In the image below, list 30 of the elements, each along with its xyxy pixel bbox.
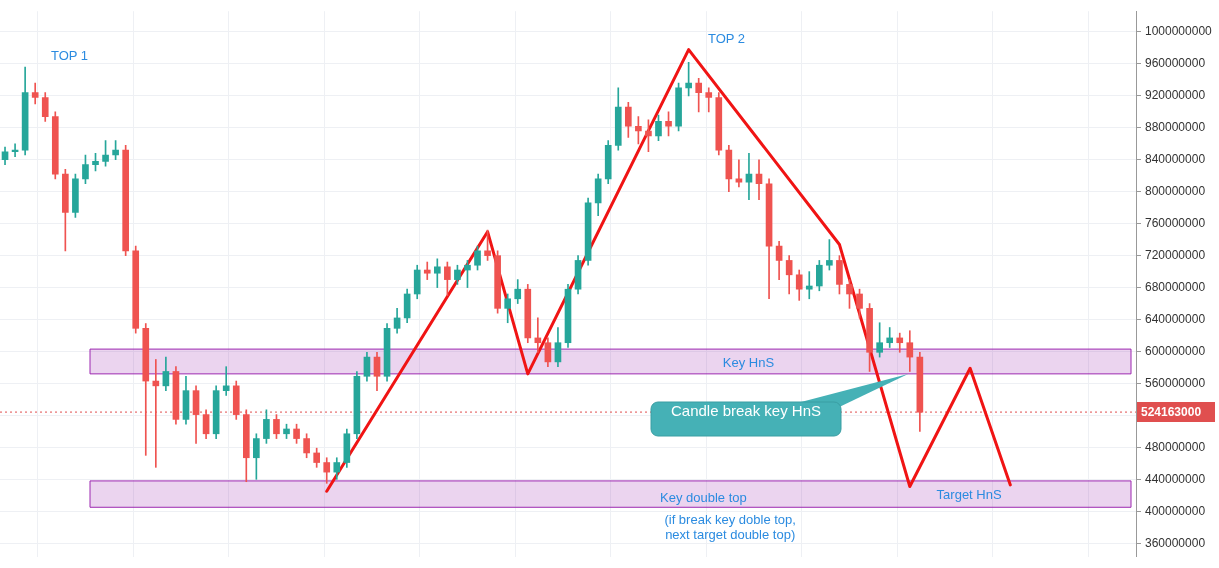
annotation: Candle break key HnS [651,402,842,437]
annotation: Key double top [660,490,747,506]
y-tick-label: 920000000 [1145,88,1206,103]
y-tick-label: 400000000 [1145,503,1206,518]
y-tick-label: 840000000 [1145,152,1206,167]
y-tick-label: 640000000 [1145,311,1206,326]
y-tick-label: 480000000 [1145,439,1206,454]
candlestick [222,366,230,396]
y-tick-label: 600000000 [1145,343,1206,358]
annotation: TOP 2 [707,31,746,47]
y-tick-label: 800000000 [1145,184,1206,199]
y-tick-label: 1000000000 [1145,24,1213,39]
y-tick-label: 880000000 [1145,120,1206,135]
y-tick-label: 560000000 [1145,375,1206,390]
candlestick [805,271,813,300]
y-tick-label: 960000000 [1145,56,1206,71]
candlestick [152,359,160,468]
y-tick-label: 680000000 [1145,279,1206,294]
ref-line-label: 524163000 [1141,405,1202,420]
y-tick-label: 720000000 [1145,247,1206,262]
candlestick [423,261,431,280]
candlestick [896,332,904,353]
annotation: TOP 1 [50,48,89,64]
annotation: Key HnS [722,355,775,371]
y-tick-label: 440000000 [1145,471,1206,486]
annotation: Target HnS [936,486,1002,502]
y-tick-label: 360000000 [1145,535,1206,550]
annotation: (if break key doble top, next target double top) [664,512,796,543]
candlestick [886,327,894,348]
y-tick-label: 760000000 [1145,216,1206,230]
